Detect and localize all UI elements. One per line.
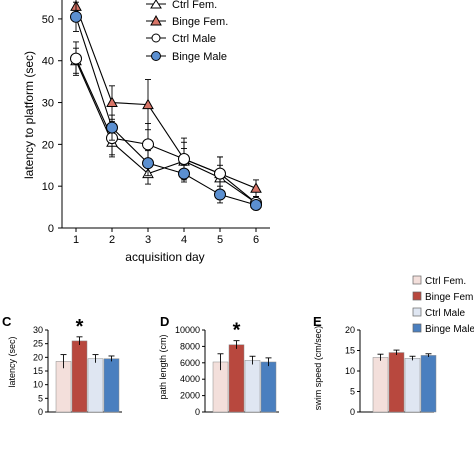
legend-label-ctrl-fem: Ctrl Fem. <box>172 0 217 11</box>
legend-marker-ctrl-fem <box>150 0 162 9</box>
bar-latency-ctrl-fem <box>55 361 72 413</box>
bar-legend-swatch-binge-male <box>412 323 422 333</box>
line-chart: latency to platform (sec) 0 10 20 30 40 50 1 2… <box>22 0 270 264</box>
bar-swim-speed-y-tick-label: 10 <box>345 366 355 376</box>
line-y-tick-label: 10 <box>42 181 54 193</box>
bar-c-ylabel: latency (sec) <box>7 336 17 387</box>
bar-swim-speed-ctrl-male <box>404 358 421 413</box>
bar-latency-y-tick-label: 15 <box>33 366 43 376</box>
line-y-tick-label: 30 <box>42 98 54 110</box>
bar-swim-speed-ctrl-fem <box>372 357 389 413</box>
bar-path-length-significance-star: * <box>233 320 241 342</box>
bar-swim-speed-binge-male <box>420 355 437 413</box>
bar-latency-y-tick-label: 25 <box>33 339 43 349</box>
line-point-binge-fem <box>250 182 262 193</box>
line-point-ctrl-male <box>214 167 226 180</box>
line-y-tick-label: 40 <box>42 56 54 68</box>
bar-latency-y-tick-label: 0 <box>38 407 43 417</box>
line-point-binge-fem <box>142 98 154 110</box>
bar-swim-speed-y-tick-label: 20 <box>345 325 355 335</box>
bar-chart-path-length: path length (cm) 0 2000 4000 6000 8000 10000 * <box>158 320 279 417</box>
legend-label-binge-male: Binge Male <box>172 51 227 63</box>
bar-latency-y-tick-label: 10 <box>33 380 43 390</box>
line-x-tick-label: 3 <box>145 234 151 246</box>
bar-latency-significance-star: * <box>76 316 84 338</box>
line-x-tick-label: 2 <box>109 234 115 246</box>
bar-d-ylabel: path length (cm) <box>158 334 168 399</box>
line-y-tick-label: 50 <box>42 14 54 26</box>
line-point-binge-male <box>178 167 190 180</box>
bar-legend-label-ctrl-fem: Ctrl Fem. <box>425 276 466 287</box>
bar-legend-swatch-ctrl-fem <box>412 275 422 285</box>
bar-latency-binge-fem <box>71 340 88 413</box>
bar-latency-binge-male <box>103 358 120 413</box>
line-point-binge-male <box>70 10 82 23</box>
panel-letter-e: E <box>313 314 322 329</box>
bar-legend-label-binge-male: Binge Male <box>425 324 474 335</box>
bar-legend-label-ctrl-male: Ctrl Male <box>425 308 465 319</box>
bar-latency-y-tick-label: 5 <box>38 393 43 403</box>
line-point-binge-fem <box>106 96 118 108</box>
bar-chart-swim-speed: swim speed (cm/sec) 0 5 10 15 20 <box>313 325 437 417</box>
bar-path-length-y-tick-label: 8000 <box>180 341 200 351</box>
line-y-axis: 0 10 20 30 40 50 <box>42 0 63 235</box>
panel-letter-c: C <box>2 314 12 329</box>
line-legend: Ctrl Fem. Binge Fem. Ctrl Male Binge Mal… <box>146 0 228 63</box>
line-series-ctrl-fem <box>75 60 257 204</box>
bar-e-ylabel: swim speed (cm/sec) <box>313 326 323 411</box>
bar-legend-swatch-ctrl-male <box>412 307 422 317</box>
bar-chart-latency: latency (sec) 0 5 10 15 20 25 30 * <box>7 316 122 417</box>
bar-latency-y-tick-label: 30 <box>33 325 43 335</box>
bar-legend-label-binge-fem: Binge Fem. <box>425 292 474 303</box>
line-point-ctrl-male <box>70 52 82 65</box>
bar-swim-speed-y-tick-label: 5 <box>350 387 355 397</box>
line-ylabel: latency to platform (sec) <box>22 51 36 179</box>
line-y-tick-label: 0 <box>48 223 54 235</box>
bar-latency-y-tick-label: 20 <box>33 352 43 362</box>
line-point-binge-male <box>106 121 118 134</box>
bar-swim-speed-binge-fem <box>388 352 405 413</box>
legend-marker-ctrl-male <box>151 33 161 43</box>
bar-path-length-ctrl-male <box>244 360 261 413</box>
line-x-tick-label: 6 <box>253 234 259 246</box>
legend-marker-binge-fem <box>150 14 162 26</box>
line-series-binge-male <box>75 16 257 206</box>
line-series-binge-fem <box>75 6 257 189</box>
line-point-ctrl-male <box>142 138 154 151</box>
line-point-binge-male <box>250 199 262 211</box>
line-series-group <box>70 0 262 211</box>
line-point-binge-male <box>142 157 154 170</box>
panel-letter-d: D <box>160 314 169 329</box>
bar-path-length-y-tick-label: 4000 <box>180 374 200 384</box>
line-point-binge-male <box>214 188 226 201</box>
line-series-ctrl-male <box>75 58 257 204</box>
legend-marker-binge-male <box>151 51 161 61</box>
bar-path-length-y-tick-label: 0 <box>195 407 200 417</box>
line-xlabel: acquisition day <box>125 250 204 264</box>
line-y-tick-label: 20 <box>42 139 54 151</box>
bar-path-length-y-tick-label: 6000 <box>180 358 200 368</box>
legend-label-binge-fem: Binge Fem. <box>172 16 228 28</box>
bar-legend: Ctrl Fem. Binge Fem. Ctrl Male Binge Mal… <box>412 275 474 335</box>
bar-path-length-binge-fem <box>228 344 245 413</box>
line-x-tick-label: 5 <box>217 234 223 246</box>
line-x-tick-label: 1 <box>73 234 79 246</box>
bar-legend-swatch-binge-fem <box>412 291 422 301</box>
bar-path-length-binge-male <box>260 361 277 413</box>
bar-path-length-y-tick-label: 10000 <box>175 325 200 335</box>
legend-label-ctrl-male: Ctrl Male <box>172 33 216 45</box>
line-point-ctrl-male <box>178 153 190 165</box>
line-x-tick-label: 4 <box>181 234 187 246</box>
bar-swim-speed-y-tick-label: 15 <box>345 346 355 356</box>
bar-path-length-y-tick-label: 2000 <box>180 391 200 401</box>
bar-latency-ctrl-male <box>87 358 104 413</box>
line-x-axis: 1 2 3 4 5 6 <box>62 227 270 246</box>
bar-swim-speed-y-tick-label: 0 <box>350 407 355 417</box>
